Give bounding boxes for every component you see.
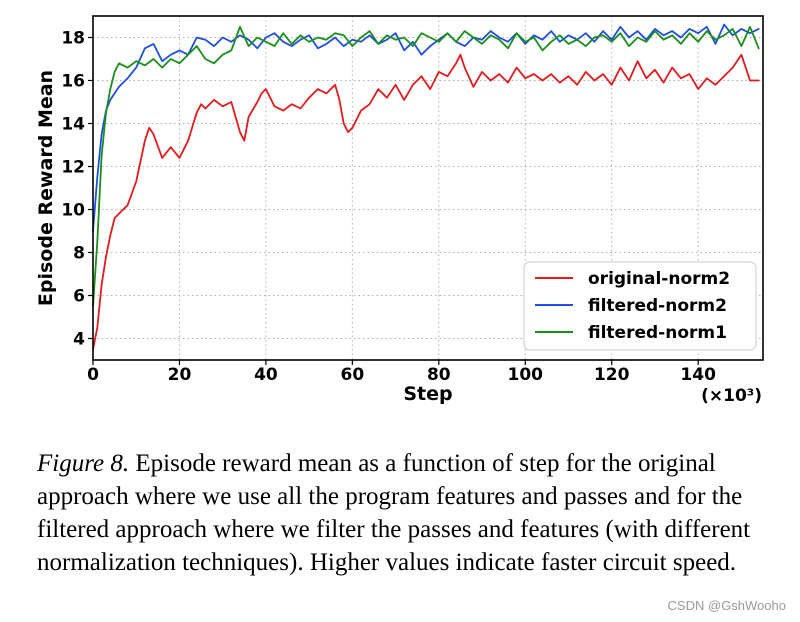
plot-frame	[92, 15, 764, 361]
figure: 4 6 8 10 12 14 16 18 0 20 40 60 80 100 120 140 Step (×1…	[35, 15, 764, 406]
x-axis-label: Step	[403, 383, 452, 405]
y-tick-label: 8	[73, 244, 85, 264]
legend-label-original-norm2: original-norm2	[588, 269, 730, 289]
series-line-filtered-norm2	[92, 23, 760, 232]
y-tick-label: 14	[61, 115, 85, 135]
x-tick-label: 100	[508, 365, 544, 385]
y-tick-label: 12	[61, 158, 85, 178]
legend-box	[523, 261, 757, 351]
series-line-filtered-norm1	[92, 25, 760, 308]
series-line-original-norm2	[92, 53, 760, 351]
legend: original-norm2 filtered-norm2 filtered-nor…	[523, 261, 757, 351]
series-lines	[92, 23, 760, 351]
x-tick-label: 140	[680, 365, 716, 385]
figure-caption-label: Figure 8.	[37, 450, 130, 477]
x-tick-label: 120	[594, 365, 630, 385]
figure-caption: Figure 8. Episode reward mean as a funct…	[37, 447, 777, 579]
line-chart: 4 6 8 10 12 14 16 18 0 20 40 60 80 100 120 140 Step (×1…	[35, 15, 764, 406]
y-tick-label: 6	[73, 287, 85, 307]
axis-ticks: 4 6 8 10 12 14 16 18 0 20 40 60 80 100 120 140	[61, 29, 716, 386]
legend-label-filtered-norm2: filtered-norm2	[588, 296, 727, 316]
x-tick-label: 0	[87, 365, 99, 385]
x-tick-label: 80	[427, 365, 451, 385]
y-tick-label: 16	[61, 72, 85, 92]
y-axis-label: Episode Reward Mean	[35, 70, 57, 306]
watermark: CSDN @GshWooho	[667, 598, 786, 613]
x-axis-multiplier: (×10³)	[701, 386, 762, 406]
figure-caption-text: Episode reward mean as a function of ste…	[37, 450, 751, 576]
y-tick-label: 10	[61, 201, 85, 221]
x-tick-label: 40	[254, 365, 278, 385]
legend-label-filtered-norm1: filtered-norm1	[588, 323, 727, 343]
y-tick-label: 18	[61, 29, 85, 49]
x-tick-label: 20	[168, 365, 192, 385]
y-tick-label: 4	[73, 330, 85, 350]
x-tick-label: 60	[341, 365, 365, 385]
